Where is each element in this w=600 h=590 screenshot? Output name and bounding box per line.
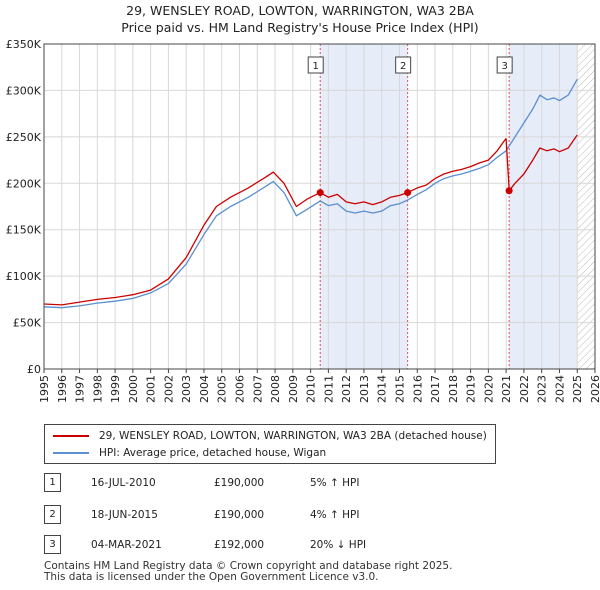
transaction-row: 1 16-JUL-2010 £190,000 5% ↑ HPI [0,473,600,493]
chart-title: 29, WENSLEY ROAD, LOWTON, WARRINGTON, WA… [0,2,600,36]
sale-label: 1 [313,61,319,72]
transaction-number: 1 [44,473,61,492]
sale-label-box [307,56,324,74]
x-tick-label: 2023 [536,375,549,403]
x-tick-label: 2020 [482,375,495,403]
x-tick-label: 2012 [340,375,353,403]
sale-point [404,189,412,197]
sale-point [316,189,324,197]
y-tick-label: £350K [6,38,42,51]
footer: Contains HM Land Registry data © Crown c… [44,561,452,583]
x-tick-label: 2016 [411,375,424,403]
x-tick-label: 2009 [287,375,300,403]
y-tick-label: £250K [6,131,42,144]
legend-hpi-swatch [53,452,89,454]
hpi-line [43,78,578,309]
transaction-price: £190,000 [214,509,265,521]
x-tick-label: 2024 [553,375,566,403]
transaction-date: 18-JUN-2015 [91,509,158,521]
title-address: 29, WENSLEY ROAD, LOWTON, WARRINGTON, WA… [126,3,474,18]
y-tick-label: £150K [6,224,42,237]
x-tick-label: 2017 [429,375,442,403]
sale-label-box [496,56,513,74]
x-tick-label: 1997 [74,375,87,403]
sale-label: 3 [501,61,507,72]
x-tick-label: 2006 [234,375,247,403]
x-tick-label: 2013 [358,375,371,403]
plot-frame [43,43,596,370]
x-tick-label: 2018 [447,375,460,403]
x-tick-label: 2007 [251,375,264,403]
x-tick-label: 2005 [216,375,229,403]
y-tick-label: £300K [6,84,42,97]
x-tick-label: 2001 [145,375,158,403]
sale-label: 2 [400,61,406,72]
transaction-price: £192,000 [214,539,265,551]
y-tick-label: £100K [6,270,42,283]
sale-period-shade [509,44,578,369]
transaction-price: £190,000 [214,477,265,489]
price-chart: 1 2 3 £0 £50K £100K £150K £200K £250K £300K £350K… [6,38,600,403]
sale-point [505,187,513,195]
x-tick-label: 2025 [571,375,584,403]
y-tick-label: £0 [27,363,41,376]
sale-label-box [395,56,412,74]
x-tick-label: 1995 [38,375,51,403]
transaction-date: 04-MAR-2021 [91,539,162,551]
x-tick-label: 2011 [322,375,335,403]
transaction-hpi: 4% ↑ HPI [310,509,360,521]
x-tick-label: 2026 [589,375,600,403]
x-tick-label: 2014 [376,375,389,403]
footer-licence: This data is licensed under the Open Gov… [44,571,379,583]
transaction-row: 2 18-JUN-2015 £190,000 4% ↑ HPI [0,505,600,525]
transaction-date: 16-JUL-2010 [91,477,156,489]
chart-legend: 29, WENSLEY ROAD, LOWTON, WARRINGTON, WA… [44,424,496,464]
x-tick-label: 2002 [162,375,175,403]
legend-hpi-label: HPI: Average price, detached house, Wiga… [99,447,327,459]
y-tick-label: £50K [13,317,42,330]
x-tick-label: 2003 [180,375,193,403]
transaction-hpi: 20% ↓ HPI [310,539,367,551]
transaction-hpi: 5% ↑ HPI [310,477,360,489]
x-tick-label: 2015 [393,375,406,403]
x-tick-label: 2022 [518,375,531,403]
x-tick-label: 2004 [198,375,211,403]
forecast-hatch [577,44,595,369]
x-tick-label: 2021 [500,375,513,403]
x-tick-label: 2019 [465,375,478,403]
title-subtitle: Price paid vs. HM Land Registry's House … [121,20,479,35]
y-tick-label: £200K [6,177,42,190]
transaction-number: 3 [44,535,61,554]
price-paid-line [43,134,578,306]
footer-copyright: Contains HM Land Registry data © Crown c… [44,560,453,572]
x-tick-label: 2008 [269,375,282,403]
legend-price-swatch [53,435,89,437]
x-tick-label: 2010 [305,375,318,403]
transaction-number: 2 [44,505,61,524]
legend-price-label: 29, WENSLEY ROAD, LOWTON, WARRINGTON, WA… [99,430,487,442]
transaction-row: 3 04-MAR-2021 £192,000 20% ↓ HPI [0,535,600,555]
x-tick-label: 2000 [127,375,140,403]
x-tick-label: 1999 [109,375,122,403]
x-tick-label: 1996 [56,375,69,403]
x-tick-label: 1998 [91,375,104,403]
